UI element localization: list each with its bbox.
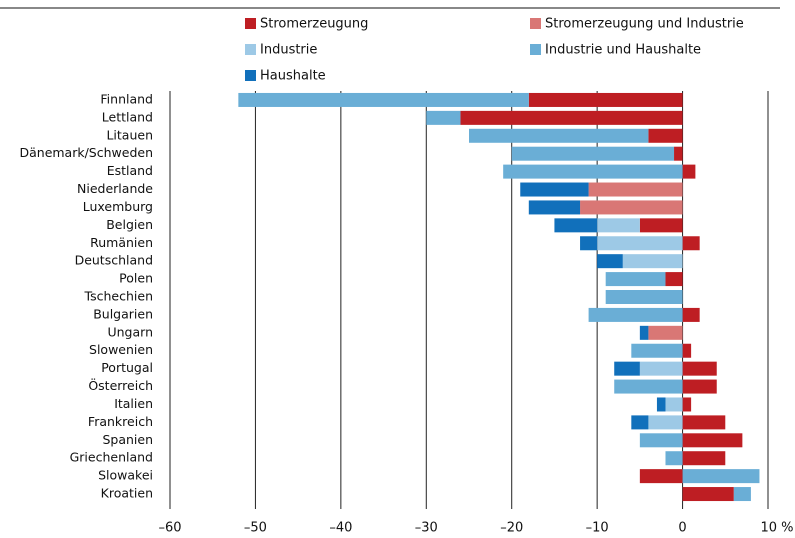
x-tick-label: –30 (415, 521, 438, 536)
bar-segment (648, 415, 683, 430)
bar-segment (674, 146, 683, 161)
bar-segment (639, 469, 683, 484)
category-label: Lettland (102, 109, 153, 124)
category-label: Niederlande (77, 181, 153, 196)
bar-segment (639, 361, 683, 376)
category-label: Kroatien (101, 486, 153, 501)
bar-segment (614, 379, 683, 394)
bar-segment (682, 397, 692, 412)
x-tick-label: –20 (500, 521, 523, 536)
bar-segment (648, 128, 683, 143)
bar-segment (580, 200, 683, 215)
bar-segment (682, 307, 700, 322)
category-label: Estland (107, 163, 153, 178)
bar-segment (460, 110, 683, 125)
category-label: Griechenland (70, 450, 153, 465)
category-label: Polen (119, 271, 153, 286)
bar-segment (605, 272, 666, 287)
x-tick-label: –50 (244, 521, 267, 536)
bar-segment (605, 290, 683, 304)
bar-segment (733, 487, 751, 502)
bar-segment (682, 236, 700, 251)
bar-segment (682, 487, 734, 502)
bar-segment (469, 128, 649, 143)
category-label: Slowakei (98, 468, 153, 483)
x-tick-label: –60 (158, 521, 181, 536)
bar-segment (682, 164, 696, 179)
bar-segment (639, 433, 683, 448)
bar-segment (648, 325, 683, 340)
legend-swatch (245, 44, 256, 55)
bar-segment (528, 200, 581, 215)
x-tick-label: 10 % (760, 521, 793, 536)
category-label: Finnland (100, 91, 153, 106)
category-label: Frankreich (88, 414, 153, 429)
bar-segment (511, 146, 675, 161)
category-label: Bulgarien (93, 306, 153, 321)
category-label: Dänemark/Schweden (19, 145, 153, 160)
bar-segment (631, 343, 683, 358)
category-label: Österreich (88, 377, 153, 393)
bar-segment (597, 236, 683, 251)
bar-segment (639, 218, 683, 233)
bar-segment (528, 92, 683, 107)
legend-swatch (245, 70, 256, 81)
category-label: Tschechien (84, 289, 153, 304)
bar-segment (631, 415, 649, 430)
category-label: Slowenien (89, 342, 153, 357)
category-label: Spanien (102, 432, 153, 447)
legend-label: Haushalte (260, 69, 326, 84)
bar-segment (682, 469, 760, 484)
bar-segment (588, 307, 683, 322)
legend-swatch (530, 18, 541, 29)
legend-label: Industrie (260, 43, 317, 58)
category-label: Litauen (106, 127, 153, 142)
bar-segment (503, 164, 683, 179)
category-label: Belgien (106, 217, 153, 232)
x-tick-label: –40 (329, 521, 352, 536)
x-tick-label: –10 (586, 521, 609, 536)
x-tick-label: 0 (678, 521, 686, 536)
bar-segment (639, 325, 649, 340)
category-label: Ungarn (107, 324, 153, 339)
bar-segment (665, 272, 683, 287)
bar-segment (554, 218, 598, 233)
bar-segment (426, 110, 461, 125)
legend-label: Industrie und Haushalte (545, 43, 701, 58)
bar-segment (682, 379, 717, 394)
bar-segment (580, 236, 598, 251)
bar-segment (614, 361, 640, 376)
bar-segment (665, 451, 683, 466)
bar-segment (622, 254, 683, 269)
legend-label: Stromerzeugung (260, 17, 368, 32)
bar-segment (656, 397, 666, 412)
legend-label: Stromerzeugung und Industrie (545, 17, 744, 32)
bar-segment (597, 254, 623, 269)
bar-segment (682, 451, 726, 466)
legend-swatch (530, 44, 541, 55)
bar-segment (682, 361, 717, 376)
bar-segment (588, 182, 683, 197)
bar-segment (665, 397, 683, 412)
category-label: Portugal (101, 360, 153, 375)
bar-segment (682, 433, 743, 448)
category-label: Luxemburg (83, 199, 153, 214)
bar-segment (238, 92, 529, 107)
category-label: Rumänien (90, 235, 153, 250)
bar-segment (682, 415, 726, 430)
legend-swatch (245, 18, 256, 29)
bar-segment (597, 218, 640, 233)
category-label: Italien (114, 396, 153, 411)
bar-segment (682, 343, 692, 358)
bar-segment (520, 182, 589, 197)
category-label: Deutschland (75, 253, 153, 268)
